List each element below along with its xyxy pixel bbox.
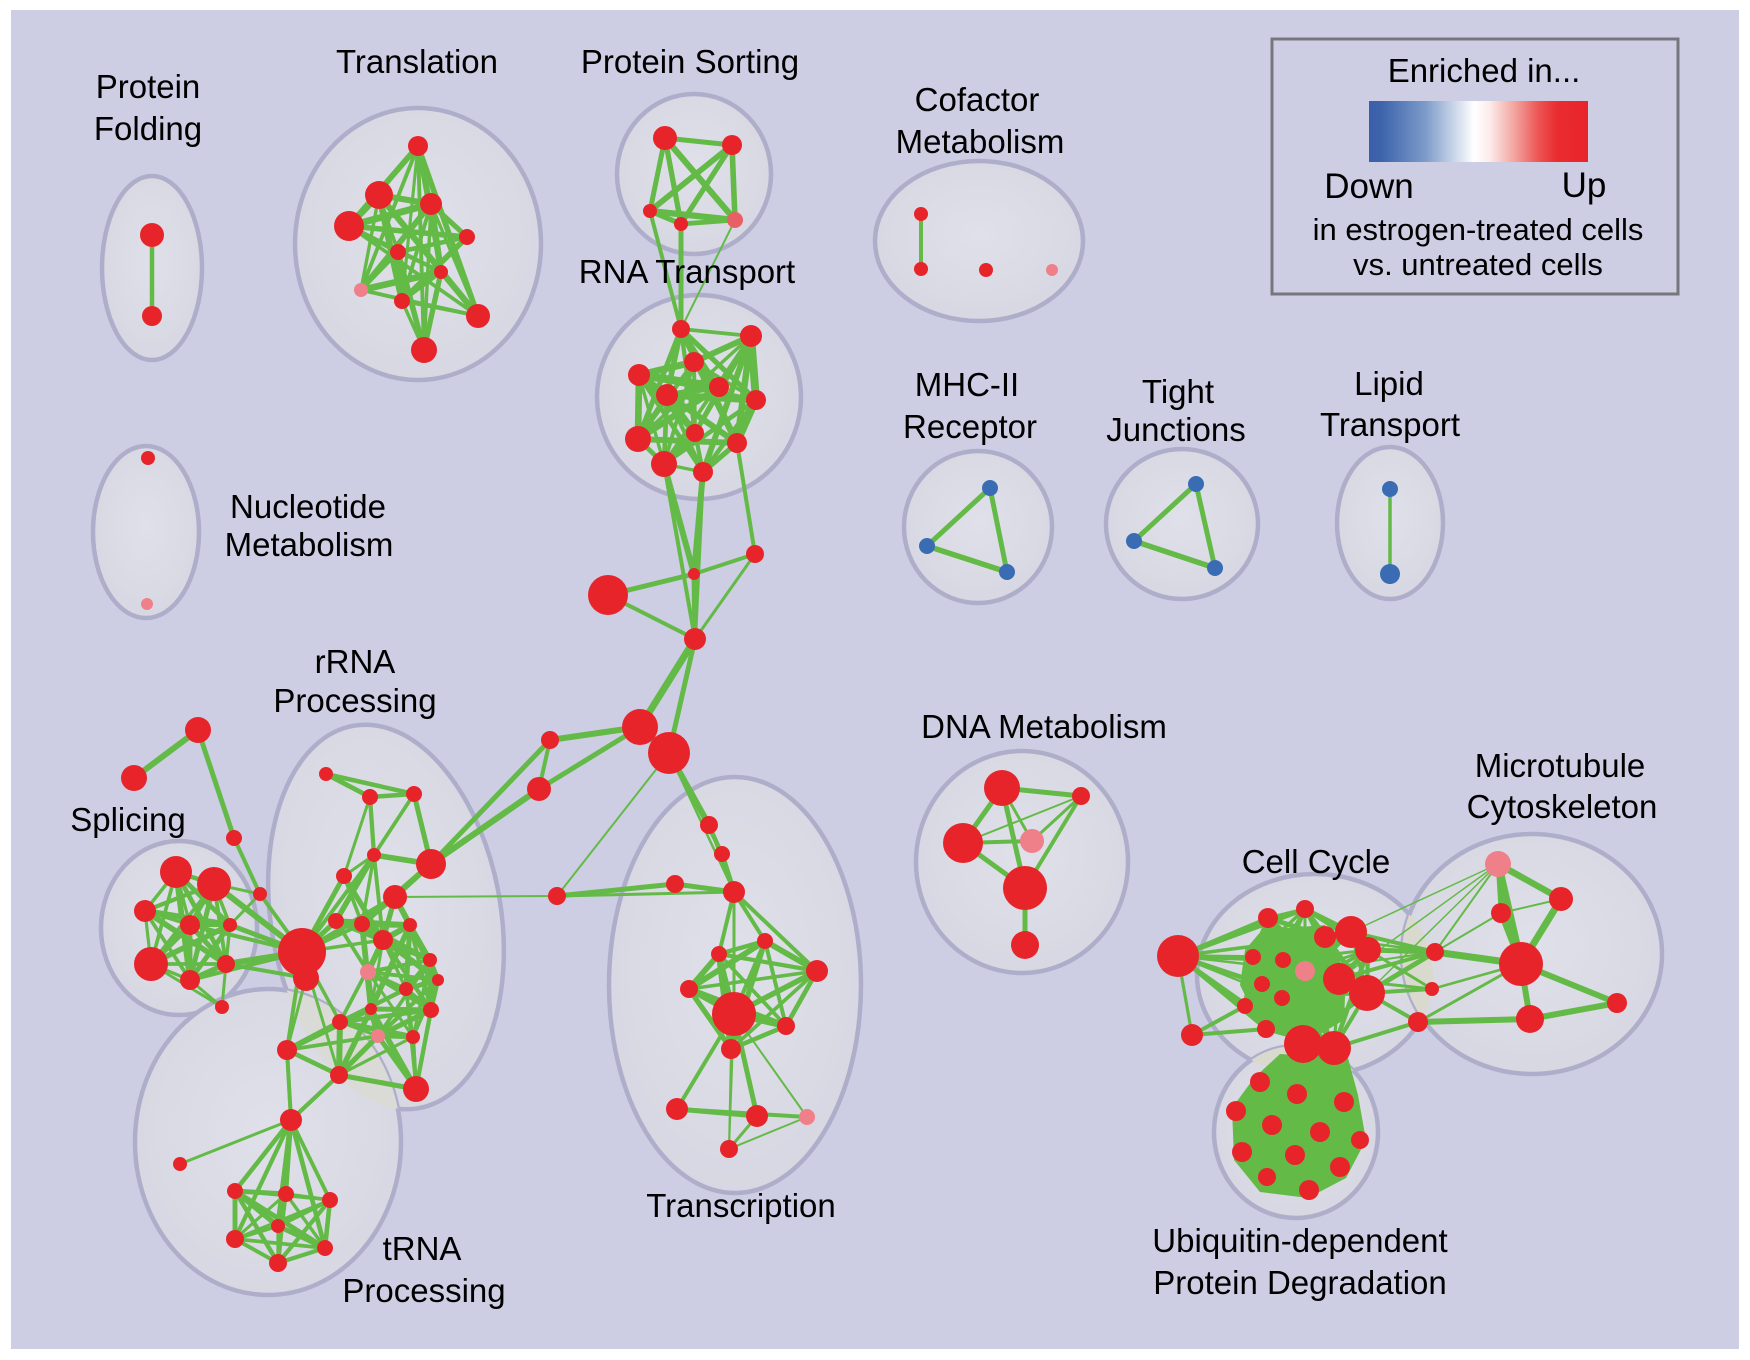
svg-text:Transcription: Transcription <box>646 1187 836 1224</box>
svg-text:Processing: Processing <box>342 1272 505 1309</box>
svg-text:Down: Down <box>1324 167 1413 206</box>
svg-text:vs. untreated cells: vs. untreated cells <box>1353 247 1603 282</box>
svg-text:Transport: Transport <box>1320 406 1460 443</box>
svg-text:RNA Transport: RNA Transport <box>579 253 795 290</box>
svg-text:Microtubule: Microtubule <box>1475 747 1646 784</box>
svg-text:Enriched in...: Enriched in... <box>1388 52 1581 89</box>
svg-text:Protein Degradation: Protein Degradation <box>1153 1264 1447 1301</box>
svg-text:rRNA: rRNA <box>315 643 396 680</box>
svg-text:Up: Up <box>1562 166 1607 205</box>
svg-text:Protein: Protein <box>96 68 201 105</box>
svg-text:Protein Sorting: Protein Sorting <box>581 43 799 80</box>
svg-text:Cytoskeleton: Cytoskeleton <box>1467 788 1658 825</box>
svg-text:Junctions: Junctions <box>1106 411 1245 448</box>
svg-text:tRNA: tRNA <box>383 1230 462 1267</box>
svg-text:Nucleotide: Nucleotide <box>230 488 386 525</box>
svg-text:MHC-II: MHC-II <box>915 366 1019 403</box>
svg-text:DNA Metabolism: DNA Metabolism <box>921 708 1167 745</box>
svg-text:Translation: Translation <box>336 43 498 80</box>
svg-text:Ubiquitin-dependent: Ubiquitin-dependent <box>1152 1222 1447 1259</box>
svg-text:Folding: Folding <box>94 110 202 147</box>
svg-text:Metabolism: Metabolism <box>896 123 1065 160</box>
svg-text:Lipid: Lipid <box>1354 365 1424 402</box>
svg-text:Metabolism: Metabolism <box>225 526 394 563</box>
svg-text:Processing: Processing <box>273 682 436 719</box>
svg-text:Cofactor: Cofactor <box>915 81 1040 118</box>
svg-text:Receptor: Receptor <box>903 408 1037 445</box>
svg-text:in estrogen-treated cells: in estrogen-treated cells <box>1313 212 1644 247</box>
svg-text:Tight: Tight <box>1142 373 1214 410</box>
svg-text:Cell Cycle: Cell Cycle <box>1242 843 1391 880</box>
svg-text:Splicing: Splicing <box>70 801 186 838</box>
